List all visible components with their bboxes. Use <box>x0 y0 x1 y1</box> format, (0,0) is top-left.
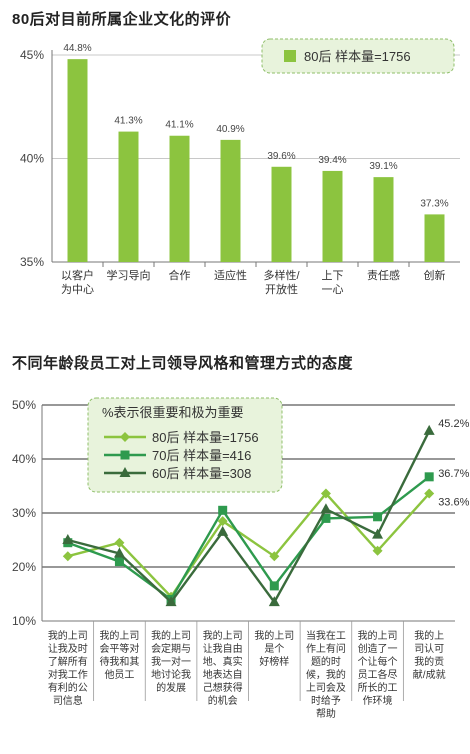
bar <box>220 139 241 262</box>
bar <box>271 166 292 262</box>
series-triangle <box>62 424 435 607</box>
x-tick-label: 我的上司让我及时了解所有对我工作有利的公司信息 <box>48 629 88 707</box>
bar-value-label: 41.3% <box>114 116 142 127</box>
data-point <box>424 472 434 482</box>
bar <box>424 214 445 262</box>
legend-box <box>261 38 455 74</box>
bar-value-label: 39.4% <box>318 155 346 166</box>
legend-box <box>87 397 283 493</box>
legend-label: 70后 样本量=416 <box>152 448 251 463</box>
x-tick-label: 适应性 <box>214 268 247 282</box>
data-point <box>423 424 435 435</box>
data-point <box>268 596 280 607</box>
x-tick-label: 上下一心 <box>322 269 344 296</box>
bar-value-label: 44.8% <box>63 43 91 54</box>
y-tick-label: 35% <box>20 255 44 269</box>
end-value-label: 33.6% <box>438 497 469 509</box>
end-value-label: 36.7% <box>438 468 469 480</box>
data-point <box>120 450 130 460</box>
data-point <box>269 581 279 591</box>
bar-value-label: 41.1% <box>165 120 193 131</box>
x-tick-label: 我的上司认可我的贡献/成就 <box>413 629 446 681</box>
x-tick-label: 我的上司创造了一个让每个员工各尽所长的工作环境 <box>358 629 398 707</box>
data-point <box>113 547 125 558</box>
y-tick-label: 40% <box>12 452 36 466</box>
data-point <box>372 528 384 539</box>
legend-label: 60后 样本量=308 <box>152 466 251 481</box>
data-point <box>165 596 177 607</box>
x-tick-label: 创新 <box>424 268 446 282</box>
data-point <box>114 537 125 548</box>
legend-swatch <box>284 50 296 62</box>
x-tick-label: 我的上司会平等对待我和其他员工 <box>99 629 139 681</box>
y-tick-label: 45% <box>20 48 44 62</box>
x-tick-label: 学习导向 <box>107 268 151 282</box>
line-chart-title: 不同年龄段员工对上司领导风格和管理方式的态度 <box>12 355 354 372</box>
y-tick-label: 40% <box>20 152 44 166</box>
series-line <box>67 430 431 605</box>
data-point <box>62 551 73 562</box>
x-tick-label: 我的上司让我自由地、真实地表达自己想获得的机会 <box>203 629 243 707</box>
series-diamond <box>62 488 435 602</box>
data-point <box>373 512 383 522</box>
bar <box>67 59 88 262</box>
bar-value-label: 39.1% <box>369 161 397 172</box>
legend-label: 80后 样本量=1756 <box>152 430 259 445</box>
data-point <box>218 505 228 515</box>
bar <box>322 170 343 262</box>
bar <box>118 131 139 262</box>
data-point <box>424 488 435 499</box>
y-tick-label: 20% <box>12 560 36 574</box>
data-point <box>119 467 131 477</box>
y-tick-label: 30% <box>12 506 36 520</box>
x-tick-label: 多样性/开放性 <box>263 268 300 296</box>
y-tick-label: 50% <box>12 398 36 412</box>
end-value-label: 45.2% <box>438 418 469 430</box>
data-point <box>62 534 74 544</box>
data-point <box>217 516 228 527</box>
data-point <box>217 525 229 536</box>
x-tick-label: 合作 <box>169 268 191 282</box>
legend-title: %表示很重要和极为重要 <box>102 405 244 420</box>
x-tick-label: 我的上司会定期与我一对一地讨论我的发展 <box>151 629 191 694</box>
y-tick-label: 10% <box>12 614 36 628</box>
legend-label: 80后 样本量=1756 <box>304 49 411 64</box>
bar-chart: 35% 40% 45% 44.8% 以客户为中心 41.3% 学习导向 41.1% 合作 40.9… <box>20 38 460 296</box>
bar-chart-title: 80后对目前所属企业文化的评价 <box>12 11 232 28</box>
data-point <box>120 432 130 442</box>
x-tick-label: 责任感 <box>367 269 400 282</box>
x-tick-label: 以客户为中心 <box>61 268 94 296</box>
x-tick-label: 当我在工作上有问题的时候，我的上司会及时给予帮助 <box>306 629 346 720</box>
bar-value-label: 40.9% <box>216 124 244 135</box>
data-point <box>321 513 331 523</box>
bar-value-label: 37.3% <box>420 198 448 209</box>
x-tick-label: 我的上司是个好榜样 <box>254 629 294 668</box>
bar <box>169 135 190 262</box>
bar-value-label: 39.6% <box>267 151 295 162</box>
data-point <box>372 545 383 556</box>
data-point <box>269 551 280 562</box>
data-point <box>114 557 124 567</box>
data-point <box>320 488 331 499</box>
data-point <box>320 503 332 514</box>
series-line <box>67 491 431 599</box>
series-line <box>67 475 430 602</box>
bar <box>373 177 394 262</box>
legend: %表示很重要和极为重要 80后 样本量=1756 70后 样本量=416 60后 样本… <box>87 397 283 493</box>
